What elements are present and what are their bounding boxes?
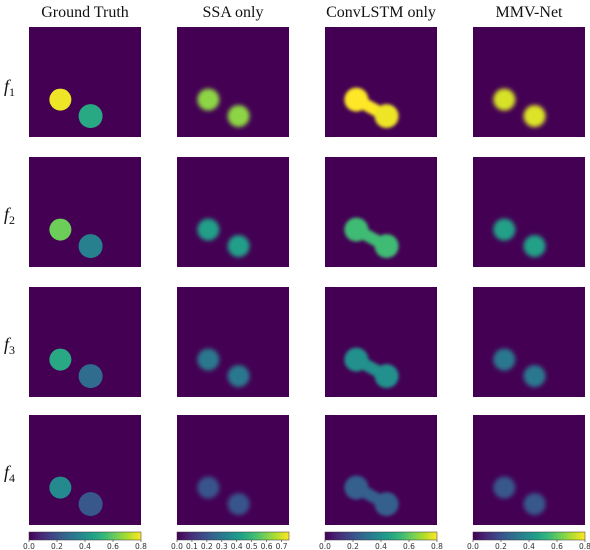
colorbar-tick-label: 0.2 bbox=[495, 542, 507, 550]
blob-2 bbox=[78, 492, 103, 517]
colorbar-tick-label: 0.8 bbox=[431, 542, 443, 550]
colorbar-convlstm-only: 0.0 0.2 0.4 0.6 0.8 bbox=[319, 531, 443, 550]
predicted-blobs bbox=[493, 88, 546, 128]
colorbar-tick-label: 0.8 bbox=[579, 542, 590, 550]
colorbar-gradient bbox=[472, 531, 586, 541]
colorbar-gradient bbox=[176, 531, 290, 541]
merged-blob bbox=[344, 347, 399, 389]
colorbar-tick-label: 0.4 bbox=[79, 542, 91, 550]
predicted-blobs bbox=[493, 348, 546, 388]
colorbar-tick-label: 0.6 bbox=[261, 542, 273, 550]
colorbar-tick-label: 0.2 bbox=[51, 542, 63, 550]
colorbar-tick-label: 0.0 bbox=[23, 542, 35, 550]
blob-1 bbox=[49, 88, 72, 111]
colorbar-ground-truth: 0.0 0.2 0.4 0.6 0.8 bbox=[23, 531, 147, 550]
row-label-f1: f1 bbox=[4, 76, 15, 99]
predicted-blobs bbox=[493, 476, 546, 516]
merged-blob bbox=[344, 87, 399, 129]
row-label-f4: f4 bbox=[4, 462, 15, 485]
predicted-blobs bbox=[197, 88, 250, 128]
panel-ssa-only-f2 bbox=[177, 157, 289, 267]
blob-1 bbox=[49, 218, 72, 241]
panel-ground-truth-f4 bbox=[29, 415, 141, 525]
blob-1 bbox=[49, 476, 72, 499]
colorbar-tick-label: 0.6 bbox=[403, 542, 415, 550]
blob-1 bbox=[49, 348, 72, 371]
colorbar-tick-label: 0.4 bbox=[523, 542, 535, 550]
panel-grid bbox=[29, 27, 585, 525]
colorbar-mmv-net: 0.0 0.2 0.4 0.6 0.8 bbox=[467, 531, 590, 550]
panel-convlstm-only-f4 bbox=[325, 415, 437, 525]
colorbar-tick-label: 0.0 bbox=[319, 542, 331, 550]
row-labels: f1 f2 f3 f4 bbox=[4, 76, 15, 485]
colorbar-tick-label: 0.4 bbox=[375, 542, 387, 550]
panel-convlstm-only-f3 bbox=[325, 287, 437, 397]
panel-ground-truth-f3 bbox=[29, 287, 141, 397]
colorbar-gradient bbox=[324, 531, 438, 541]
predicted-blobs bbox=[197, 476, 250, 516]
colorbar-tick-label: 0.4 bbox=[231, 542, 243, 550]
column-titles: Ground Truth SSA only ConvLSTM only MMV-… bbox=[41, 4, 563, 21]
colorbar-tick-label: 0.8 bbox=[135, 542, 147, 550]
blob-2 bbox=[78, 104, 103, 129]
column-title-mmv-net: MMV-Net bbox=[496, 4, 564, 21]
column-title-ground-truth: Ground Truth bbox=[41, 4, 129, 21]
predicted-blobs bbox=[493, 218, 546, 258]
panel-convlstm-only-f1 bbox=[325, 27, 437, 137]
predicted-blobs bbox=[197, 348, 250, 388]
merged-blob bbox=[344, 217, 399, 259]
colorbar-tick-label: 0.6 bbox=[551, 542, 563, 550]
predicted-blobs bbox=[197, 218, 250, 258]
panel-ssa-only-f4 bbox=[177, 415, 289, 525]
merged-blob bbox=[344, 475, 399, 517]
panel-ssa-only-f1 bbox=[177, 27, 289, 137]
colorbar-tick-label: 0.1 bbox=[186, 542, 198, 550]
colorbar-tick-label: 0.2 bbox=[347, 542, 359, 550]
blob-2 bbox=[78, 234, 103, 259]
panel-ground-truth-f1 bbox=[29, 27, 141, 137]
panel-mmv-net-f4 bbox=[473, 415, 585, 525]
colorbar-gradient bbox=[28, 531, 142, 541]
colorbar-tick-label: 0.2 bbox=[201, 542, 213, 550]
colorbar-tick-label: 0.5 bbox=[246, 542, 258, 550]
row-label-f3: f3 bbox=[4, 334, 15, 357]
colorbar-tick-label: 0.0 bbox=[467, 542, 479, 550]
panel-convlstm-only-f2 bbox=[325, 157, 437, 267]
panel-ssa-only-f3 bbox=[177, 287, 289, 397]
column-title-convlstm-only: ConvLSTM only bbox=[326, 4, 436, 21]
colorbars: 0.0 0.2 0.4 0.6 0.8 0.0 0.1 0.2 0.3 0.4 0.5 0.6 0.7 0… bbox=[23, 531, 590, 550]
panel-ground-truth-f2 bbox=[29, 157, 141, 267]
colorbar-tick-label: 0.3 bbox=[216, 542, 228, 550]
colorbar-ssa-only: 0.0 0.1 0.2 0.3 0.4 0.5 0.6 0.7 bbox=[171, 531, 290, 550]
blob-2 bbox=[78, 364, 103, 389]
panel-mmv-net-f2 bbox=[473, 157, 585, 267]
column-title-ssa-only: SSA only bbox=[203, 4, 264, 21]
panel-mmv-net-f1 bbox=[473, 27, 585, 137]
colorbar-tick-label: 0.6 bbox=[107, 542, 119, 550]
colorbar-tick-label: 0.7 bbox=[276, 542, 288, 550]
panel-mmv-net-f3 bbox=[473, 287, 585, 397]
colorbar-tick-label: 0.0 bbox=[171, 542, 183, 550]
row-label-f2: f2 bbox=[4, 204, 15, 227]
